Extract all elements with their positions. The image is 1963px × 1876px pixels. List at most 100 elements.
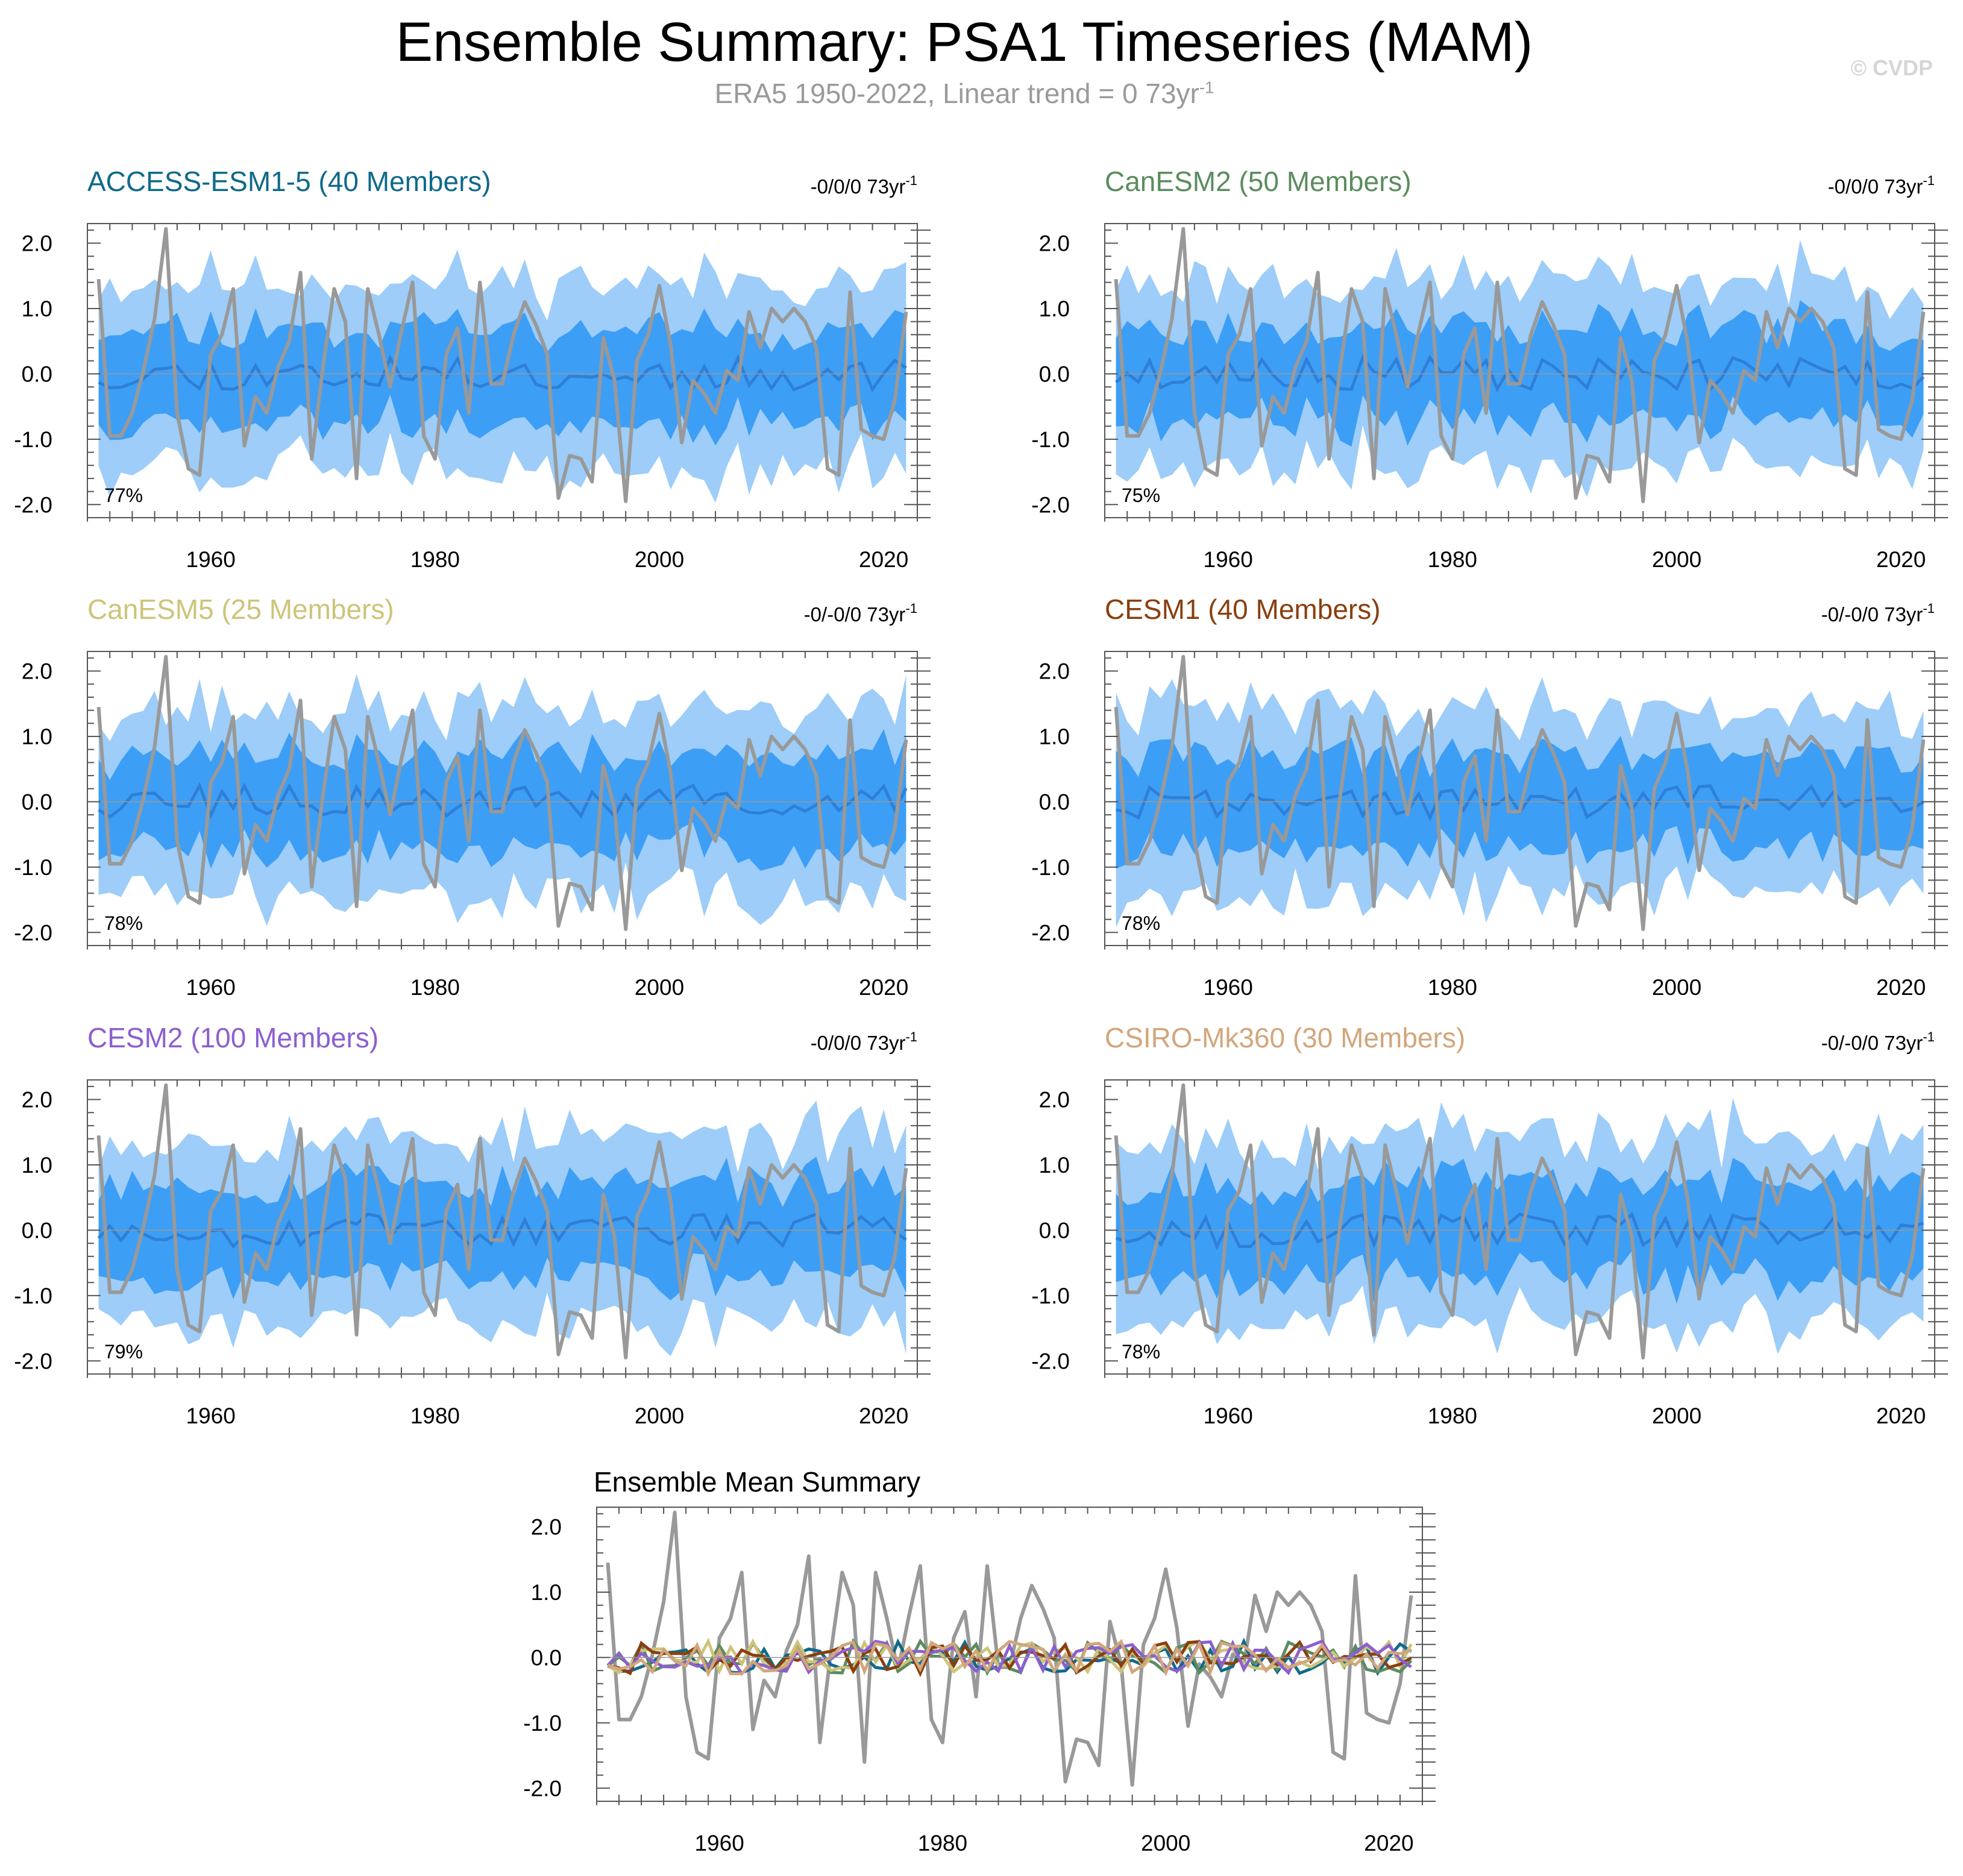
panel-1: 1960 1980 2000 2020 2.0 1.0 0.0 -1.0 -2.0 ACCESS-… [14, 166, 931, 572]
panel-3-title: CanESM5 (25 Members) [87, 594, 394, 625]
panel-2: 1960 1980 2000 2020 2.0 1.0 0.0 -1.0 -2.0 CanESM2… [1031, 166, 1948, 572]
panel-6-y-tick-label: 2.0 [1039, 1088, 1070, 1112]
panel-3-x-tick-label: 1980 [410, 975, 460, 1000]
summary-y-tick-label: 0.0 [531, 1645, 562, 1670]
summary-frame [596, 1507, 1423, 1802]
panel-3-y-tick-label: -1.0 [14, 855, 52, 880]
panel-4-x-tick-label: 1960 [1204, 975, 1253, 1000]
panel-2-x-tick-label: 2020 [1876, 547, 1926, 572]
panel-6-y-tick-label: 1.0 [1039, 1153, 1070, 1178]
panel-5-x-tick-label: 2000 [635, 1404, 684, 1428]
panel-6-x-tick-label: 2020 [1876, 1404, 1926, 1428]
panel-6-frame [1104, 1079, 1935, 1375]
panel-4: 1960 1980 2000 2020 2.0 1.0 0.0 -1.0 -2.0 CESM1 (… [1031, 594, 1948, 1000]
panel-6-x-tick-label: 1960 [1204, 1404, 1253, 1428]
panel-5-x-tick-label: 2020 [859, 1404, 908, 1428]
panel-2-y-tick-label: 2.0 [1039, 231, 1070, 256]
panel-3-percent-label: 78% [104, 912, 143, 934]
panel-4-trend-text: -0/-0/0 73yr [1821, 603, 1923, 626]
panel-2-x-tick-label: 1960 [1204, 547, 1253, 572]
panel-2-observed-line [1114, 227, 1926, 503]
panel-1-y-tick-label: 0.0 [22, 362, 52, 386]
panel-4-trend-label: -0/-0/0 73yr-1 [1821, 601, 1935, 626]
summary-y-tick-label: 2.0 [531, 1515, 562, 1540]
panel-5-y-tick-label: -1.0 [14, 1284, 52, 1308]
panel-2-y-tick-label: -1.0 [1031, 427, 1070, 452]
panel-1-observed-line [96, 227, 908, 503]
panel-1-x-tick-label: 2000 [635, 547, 684, 572]
panel-4-x-tick-label: 1980 [1428, 975, 1477, 1000]
summary-x-tick-label: 2020 [1364, 1831, 1413, 1856]
panel-4-trend-superscript: -1 [1923, 601, 1935, 616]
panel-4-frame [1104, 651, 1935, 946]
panel-3-x-tick-label: 2020 [859, 975, 908, 1000]
summary-mean-line-6 [607, 1639, 1412, 1678]
panel-6-y-tick-label: -1.0 [1031, 1284, 1070, 1308]
panel-1-y-tick-label: 2.0 [22, 231, 52, 256]
panel-2-percent-label: 75% [1122, 485, 1160, 506]
panel-4-x-tick-label: 2020 [1876, 975, 1926, 1000]
panel-1-frame [87, 223, 918, 518]
panel-2-y-tick-label: -2.0 [1031, 492, 1070, 517]
panel-5-y-tick-label: 1.0 [22, 1153, 52, 1178]
panel-3-inner-band [98, 728, 906, 871]
panel-6-trend-text: -0/-0/0 73yr [1821, 1032, 1923, 1054]
panel-4-y-tick-label: 1.0 [1039, 724, 1070, 749]
panel-4-y-tick-label: -2.0 [1031, 920, 1070, 945]
panel-3-trend-label: -0/-0/0 73yr-1 [804, 601, 917, 626]
summary-title: Ensemble Mean Summary [594, 1466, 920, 1498]
panel-2-frame [1104, 223, 1935, 518]
panel-5-y-tick-label: 0.0 [22, 1218, 52, 1243]
panel-2-y-tick-label: 1.0 [1039, 296, 1070, 321]
summary-x-tick-label: 1980 [918, 1831, 967, 1856]
panel-5-trend-label: -0/0/0 73yr-1 [811, 1029, 917, 1054]
panel-2-trend-label: -0/0/0 73yr-1 [1828, 173, 1935, 198]
panel-6-ensemble-mean-line [1115, 1211, 1924, 1250]
panel-4-x-tick-label: 2000 [1652, 975, 1701, 1000]
panel-5-y-tick-label: 2.0 [22, 1088, 52, 1112]
panel-6-trend-superscript: -1 [1923, 1029, 1935, 1044]
summary-x-tick-label: 2000 [1141, 1831, 1190, 1856]
summary-mean-line-4 [608, 1640, 1412, 1677]
panel-3: 1960 1980 2000 2020 2.0 1.0 0.0 -1.0 -2.0 CanESM5… [14, 594, 931, 1000]
panel-6-y-tick-label: 0.0 [1039, 1218, 1070, 1243]
panel-6-title: CSIRO-Mk360 (30 Members) [1105, 1022, 1465, 1053]
panel-2-trend-text: -0/0/0 73yr [1828, 175, 1923, 198]
panel-5-observed-line [96, 1083, 908, 1360]
summary-x-tick-label: 1960 [694, 1831, 744, 1856]
panel-1-trend-text: -0/0/0 73yr [811, 175, 906, 198]
panel-6-inner-band [1116, 1158, 1924, 1304]
panel-1-trend-superscript: -1 [905, 173, 917, 188]
panel-1-ensemble-mean-line [98, 354, 907, 393]
subtitle-text: ERA5 1950-2022, Linear trend = 0 73yr [714, 78, 1199, 109]
panel-5-trend-superscript: -1 [905, 1029, 917, 1044]
panel-6-x-tick-label: 1980 [1428, 1404, 1477, 1428]
panel-2-y-tick-label: 0.0 [1039, 362, 1070, 386]
credit-label: © CVDP [1850, 55, 1933, 80]
panel-5-title: CESM2 (100 Members) [87, 1022, 378, 1053]
panel-2-inner-band [1116, 300, 1924, 447]
panel-3-trend-superscript: -1 [905, 601, 917, 616]
summary-y-tick-label: 1.0 [531, 1580, 562, 1605]
figure-title: Ensemble Summary: PSA1 Timeseries (MAM) [395, 11, 1533, 73]
panel-1-percent-label: 77% [104, 485, 143, 506]
panel-4-y-tick-label: -1.0 [1031, 855, 1070, 880]
panel-5-trend-text: -0/0/0 73yr [811, 1032, 906, 1054]
panel-3-observed-line [96, 654, 908, 931]
panel-3-y-tick-label: 2.0 [22, 659, 52, 684]
panel-2-x-tick-label: 2000 [1652, 547, 1701, 572]
summary-panel: 1960 1980 2000 2020 2.0 1.0 0.0 -1.0 -2.0 Ensembl… [523, 1466, 1436, 1856]
panel-5: 1960 1980 2000 2020 2.0 1.0 0.0 -1.0 -2.0 CESM2 (… [14, 1022, 931, 1428]
panel-3-x-tick-label: 1960 [186, 975, 236, 1000]
panel-5-frame [87, 1079, 918, 1375]
panel-4-y-tick-label: 0.0 [1039, 789, 1070, 814]
panel-4-title: CESM1 (40 Members) [1105, 594, 1381, 625]
panel-1-y-tick-label: -1.0 [14, 427, 52, 452]
panel-4-inner-band [1116, 736, 1924, 869]
panel-6-trend-label: -0/-0/0 73yr-1 [1821, 1029, 1935, 1054]
panel-6-x-tick-label: 2000 [1652, 1404, 1701, 1428]
summary-y-tick-label: -2.0 [523, 1776, 562, 1801]
panel-4-observed-line [1114, 654, 1926, 931]
panel-1-x-tick-label: 1960 [186, 547, 236, 572]
panel-3-y-tick-label: 0.0 [22, 789, 52, 814]
